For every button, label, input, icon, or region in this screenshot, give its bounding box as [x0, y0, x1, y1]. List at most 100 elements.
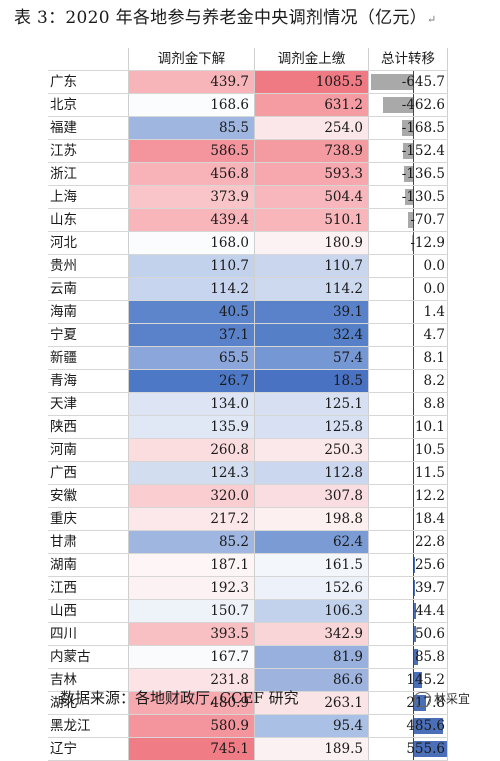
- net-transfer-value: -462.6: [402, 94, 445, 116]
- net-transfer-cell: -12.9: [368, 232, 448, 254]
- zero-axis-line: [413, 600, 414, 622]
- net-transfer-value: 8.1: [424, 347, 445, 369]
- allocation-down-value: 439.4: [128, 209, 254, 231]
- wechat-icon: [414, 692, 431, 707]
- contribution-up-value: 18.5: [254, 370, 368, 392]
- net-transfer-cell: 145.2: [368, 669, 448, 691]
- net-transfer-value: 12.2: [415, 485, 445, 507]
- zero-axis-line: [413, 370, 414, 392]
- net-transfer-value: -168.5: [402, 117, 445, 139]
- contribution-up-value: 95.4: [254, 715, 368, 737]
- region-name: 上海: [48, 186, 128, 208]
- net-transfer-cell: -136.5: [368, 163, 448, 185]
- net-transfer-value: 22.8: [415, 531, 445, 553]
- zero-axis-line: [413, 508, 414, 530]
- net-transfer-cell: 4.7: [368, 324, 448, 346]
- region-name: 福建: [48, 117, 128, 139]
- contribution-up-value: 1085.5: [254, 71, 368, 93]
- net-transfer-value: -152.4: [402, 140, 445, 162]
- allocation-down-value: 26.7: [128, 370, 254, 392]
- net-transfer-cell: 18.4: [368, 508, 448, 530]
- allocation-down-value: 192.3: [128, 577, 254, 599]
- net-transfer-cell: 0.0: [368, 278, 448, 300]
- net-transfer-value: 44.4: [415, 600, 445, 622]
- net-transfer-value: -136.5: [402, 163, 445, 185]
- region-name: 山西: [48, 600, 128, 622]
- allocation-down-value: 65.5: [128, 347, 254, 369]
- region-name: 江西: [48, 577, 128, 599]
- net-transfer-value: -130.5: [402, 186, 445, 208]
- zero-axis-line: [413, 577, 414, 599]
- contribution-up-value: 152.6: [254, 577, 368, 599]
- net-transfer-cell: -130.5: [368, 186, 448, 208]
- header-allocation-down: 调剂金下解: [128, 48, 254, 70]
- zero-axis-line: [413, 646, 414, 668]
- contribution-up-value: 161.5: [254, 554, 368, 576]
- allocation-down-value: 745.1: [128, 738, 254, 760]
- allocation-down-value: 168.0: [128, 232, 254, 254]
- net-transfer-value: 10.1: [415, 416, 445, 438]
- region-name: 辽宁: [48, 738, 128, 760]
- contribution-up-value: 125.1: [254, 393, 368, 415]
- net-transfer-cell: 44.4: [368, 600, 448, 622]
- data-source-note: 数据来源：各地财政厅, CCEF 研究: [60, 686, 299, 710]
- zero-axis-line: [413, 531, 414, 553]
- region-name: 湖南: [48, 554, 128, 576]
- contribution-up-value: 106.3: [254, 600, 368, 622]
- net-transfer-cell: 10.5: [368, 439, 448, 461]
- region-name: 广西: [48, 462, 128, 484]
- region-name: 陕西: [48, 416, 128, 438]
- allocation-down-value: 85.5: [128, 117, 254, 139]
- net-transfer-cell: 39.7: [368, 577, 448, 599]
- allocation-down-value: 439.7: [128, 71, 254, 93]
- zero-axis-line: [413, 393, 414, 415]
- net-transfer-value: 555.6: [406, 738, 445, 760]
- contribution-up-value: 250.3: [254, 439, 368, 461]
- allocation-down-value: 373.9: [128, 186, 254, 208]
- zero-axis-line: [413, 278, 414, 300]
- contribution-up-value: 39.1: [254, 301, 368, 323]
- region-name: 河北: [48, 232, 128, 254]
- allocation-down-value: 40.5: [128, 301, 254, 323]
- region-name: 四川: [48, 623, 128, 645]
- region-name: 甘肃: [48, 531, 128, 553]
- contribution-up-value: 32.4: [254, 324, 368, 346]
- contribution-up-value: 57.4: [254, 347, 368, 369]
- allocation-down-value: 124.3: [128, 462, 254, 484]
- net-transfer-cell: -645.7: [368, 71, 448, 93]
- net-transfer-cell: 22.8: [368, 531, 448, 553]
- net-transfer-cell: 50.6: [368, 623, 448, 645]
- net-transfer-cell: 85.8: [368, 646, 448, 668]
- net-transfer-cell: -152.4: [368, 140, 448, 162]
- contribution-up-value: 62.4: [254, 531, 368, 553]
- watermark-text: 林采宜: [434, 692, 470, 706]
- zero-axis-line: [413, 255, 414, 277]
- region-name: 内蒙古: [48, 646, 128, 668]
- contribution-up-value: 112.8: [254, 462, 368, 484]
- contribution-up-value: 110.7: [254, 255, 368, 277]
- table-title: 表 3：2020 年各地参与养老金中央调剂情况（亿元）↵: [14, 4, 492, 32]
- contribution-up-value: 81.9: [254, 646, 368, 668]
- contribution-up-value: 254.0: [254, 117, 368, 139]
- allocation-down-value: 320.0: [128, 485, 254, 507]
- net-transfer-value: 0.0: [424, 255, 445, 277]
- net-transfer-cell: 12.2: [368, 485, 448, 507]
- allocation-down-value: 586.5: [128, 140, 254, 162]
- region-name: 广东: [48, 71, 128, 93]
- net-transfer-value: 0.0: [424, 278, 445, 300]
